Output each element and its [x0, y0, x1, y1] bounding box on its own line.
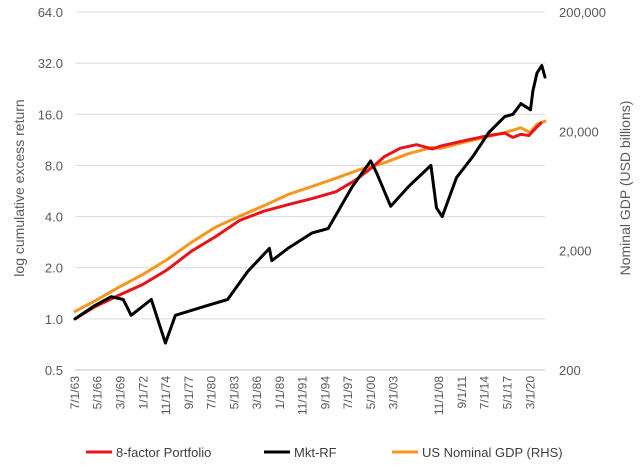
x-tick-label: 7/1/63 — [68, 376, 82, 410]
series-line — [73, 64, 547, 345]
x-tick-label: 5/1/66 — [91, 376, 105, 410]
x-tick-label: 7/1/97 — [341, 376, 355, 410]
gridlines — [75, 11, 545, 371]
x-tick-label: 7/1/80 — [205, 376, 219, 410]
x-tick-label: 3/1/03 — [387, 376, 401, 410]
x-tick-label: 3/1/20 — [523, 376, 537, 410]
legend-label: Mkt-RF — [294, 445, 337, 460]
legend: 8-factor Portfolio Mkt-RF US Nominal GDP (… — [86, 445, 563, 460]
series-lines — [73, 64, 547, 345]
y-tick-label: 16.0 — [38, 107, 63, 122]
y-tick-label: 2.0 — [45, 261, 63, 276]
x-tick-label: 7/1/14 — [478, 376, 492, 410]
y-tick-label: 8.0 — [45, 158, 63, 173]
legend-label: US Nominal GDP (RHS) — [422, 445, 563, 460]
y2-tick-label: 20,000 — [559, 124, 599, 139]
left-y-axis: 0.5 1.0 2.0 4.0 8.0 16.0 32.0 64.0 — [38, 5, 63, 378]
y2-tick-label: 2,000 — [559, 244, 592, 259]
x-tick-label: 11/1/91 — [296, 376, 310, 415]
series-line — [73, 119, 547, 313]
x-axis: 7/1/63 5/1/66 3/1/69 1/1/72 11/1/74 9/1/77 7/1… — [68, 369, 545, 415]
x-tick-label: 5/1/83 — [227, 376, 241, 410]
y2-tick-label: 200 — [559, 363, 581, 378]
x-tick-label: 5/1/00 — [364, 376, 378, 410]
y-tick-label: 32.0 — [38, 56, 63, 71]
x-tick-label: 1/1/72 — [136, 376, 150, 410]
x-tick-label: 5/1/17 — [500, 376, 514, 410]
x-tick-label: 11/1/08 — [432, 376, 446, 415]
right-y-axis: 200 2,000 20,000 200,000 — [559, 5, 606, 378]
x-tick-label: 3/1/69 — [114, 376, 128, 410]
x-tick-label: 9/1/77 — [182, 376, 196, 410]
x-tick-label: 11/1/74 — [159, 376, 173, 415]
y-tick-label: 64.0 — [38, 5, 63, 20]
y-tick-label: 0.5 — [45, 363, 63, 378]
y2-tick-label: 200,000 — [559, 5, 606, 20]
x-tick-label: 9/1/94 — [318, 376, 332, 410]
legend-label: 8-factor Portfolio — [116, 445, 211, 460]
x-tick-label: 1/1/89 — [273, 376, 287, 410]
left-y-axis-title: log cumulative excess return — [11, 99, 27, 276]
series-line — [73, 121, 543, 321]
y-tick-label: 1.0 — [45, 312, 63, 327]
y-tick-label: 4.0 — [45, 210, 63, 225]
x-tick-label: 3/1/86 — [250, 376, 264, 410]
right-y-axis-title: Nominal GDP (USD billions) — [617, 101, 633, 276]
x-tick-label: 9/1/11 — [455, 376, 469, 409]
